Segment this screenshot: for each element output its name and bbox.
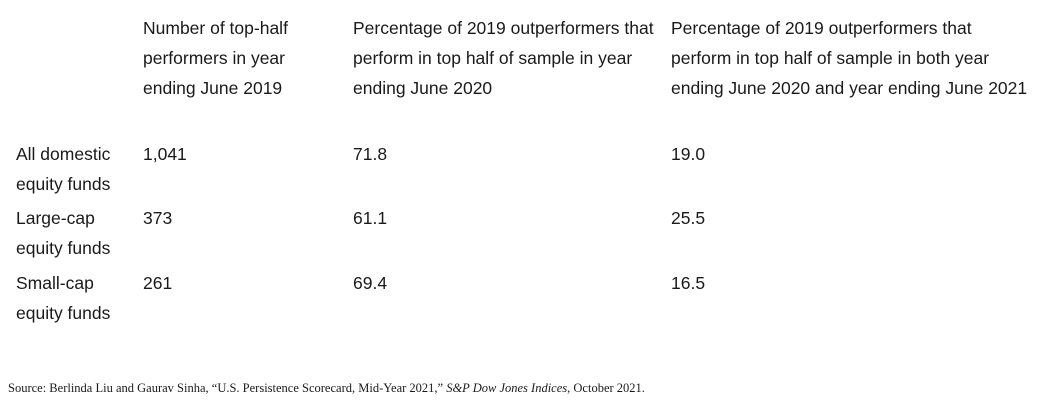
cell-all-domestic-pct-2020: 71.8 <box>353 144 388 164</box>
source-suffix: , October 2021. <box>567 381 645 395</box>
source-prefix: Source: Berlinda Liu and Gaurav Sinha, “… <box>8 381 447 395</box>
cell-large-cap-pct-2020: 61.1 <box>353 208 388 228</box>
header-pct-top-half-2020: Percentage of 2019 outperformers that pe… <box>353 18 654 98</box>
cell-all-domestic-pct-both: 19.0 <box>671 144 706 164</box>
cell-large-cap-pct-both: 25.5 <box>671 208 706 228</box>
row-label-small-cap: Small-cap equity funds <box>16 273 111 323</box>
cell-small-cap-pct-both: 16.5 <box>671 273 706 293</box>
row-label-large-cap: Large-cap equity funds <box>16 208 111 258</box>
cell-small-cap-count: 261 <box>143 273 173 293</box>
row-label-all-domestic: All domestic equity funds <box>16 144 111 194</box>
source-note: Source: Berlinda Liu and Gaurav Sinha, “… <box>8 381 645 396</box>
cell-small-cap-pct-2020: 69.4 <box>353 273 388 293</box>
header-top-half-performers-2019: Number of top-half performers in year en… <box>143 18 288 98</box>
header-pct-top-half-2020-2021: Percentage of 2019 outperformers that pe… <box>671 18 1028 98</box>
cell-all-domestic-count: 1,041 <box>143 144 187 164</box>
source-publication: S&P Dow Jones Indices <box>446 381 568 395</box>
cell-large-cap-count: 373 <box>143 208 173 228</box>
